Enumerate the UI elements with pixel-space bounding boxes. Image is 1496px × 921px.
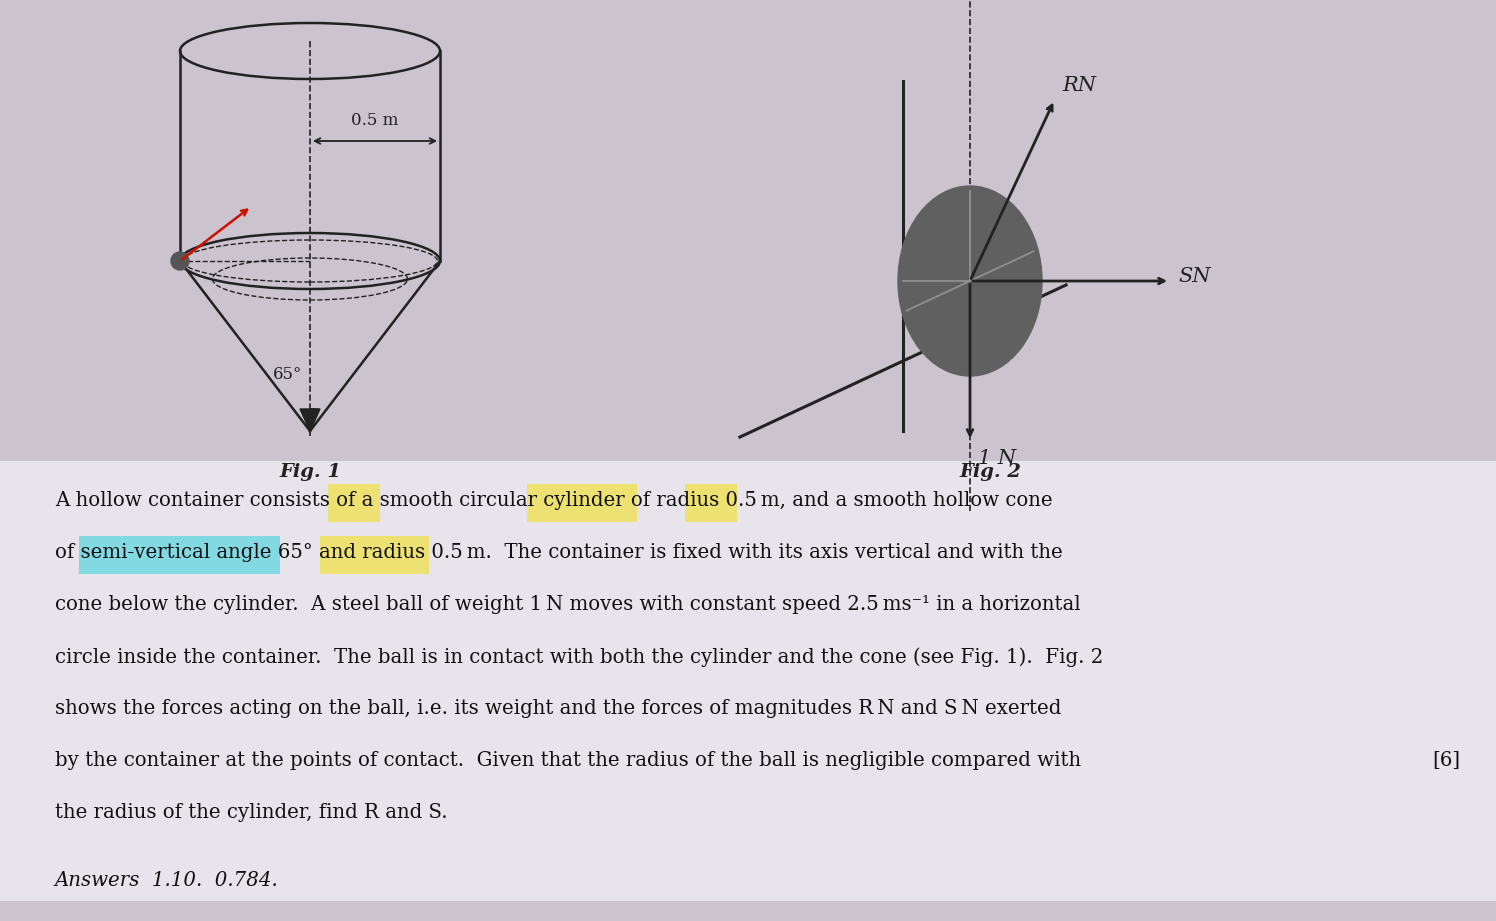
Text: Fig. 2: Fig. 2	[959, 463, 1020, 481]
FancyBboxPatch shape	[79, 536, 280, 574]
Text: cone below the cylinder.  A steel ball of weight 1 N moves with constant speed 2: cone below the cylinder. A steel ball of…	[55, 595, 1080, 614]
Ellipse shape	[898, 186, 1043, 376]
Text: A hollow container consists of a smooth circular cylinder of radius 0.5 m, and a: A hollow container consists of a smooth …	[55, 491, 1053, 510]
Circle shape	[171, 252, 188, 270]
Text: [6]: [6]	[1432, 751, 1460, 770]
FancyBboxPatch shape	[328, 484, 380, 522]
Text: SN: SN	[1177, 266, 1210, 286]
FancyBboxPatch shape	[685, 484, 736, 522]
Text: the radius of the cylinder, find R and S.: the radius of the cylinder, find R and S…	[55, 803, 447, 822]
Text: by the container at the points of contact.  Given that the radius of the ball is: by the container at the points of contac…	[55, 751, 1082, 770]
Text: shows the forces acting on the ball, i.e. its weight and the forces of magnitude: shows the forces acting on the ball, i.e…	[55, 699, 1061, 718]
Text: Answers  1.10.  0.784.: Answers 1.10. 0.784.	[55, 870, 278, 890]
Text: 65°: 65°	[274, 366, 302, 383]
Text: RN: RN	[1062, 76, 1097, 95]
Polygon shape	[301, 409, 320, 431]
Text: circle inside the container.  The ball is in contact with both the cylinder and : circle inside the container. The ball is…	[55, 647, 1104, 667]
FancyBboxPatch shape	[527, 484, 637, 522]
Text: Fig. 1: Fig. 1	[278, 463, 341, 481]
FancyBboxPatch shape	[320, 536, 429, 574]
Text: 1 N: 1 N	[978, 449, 1016, 468]
Text: of semi-vertical angle 65° and radius 0.5 m.  The container is fixed with its ax: of semi-vertical angle 65° and radius 0.…	[55, 543, 1062, 562]
FancyBboxPatch shape	[0, 461, 1496, 901]
Text: 0.5 m: 0.5 m	[352, 112, 399, 129]
